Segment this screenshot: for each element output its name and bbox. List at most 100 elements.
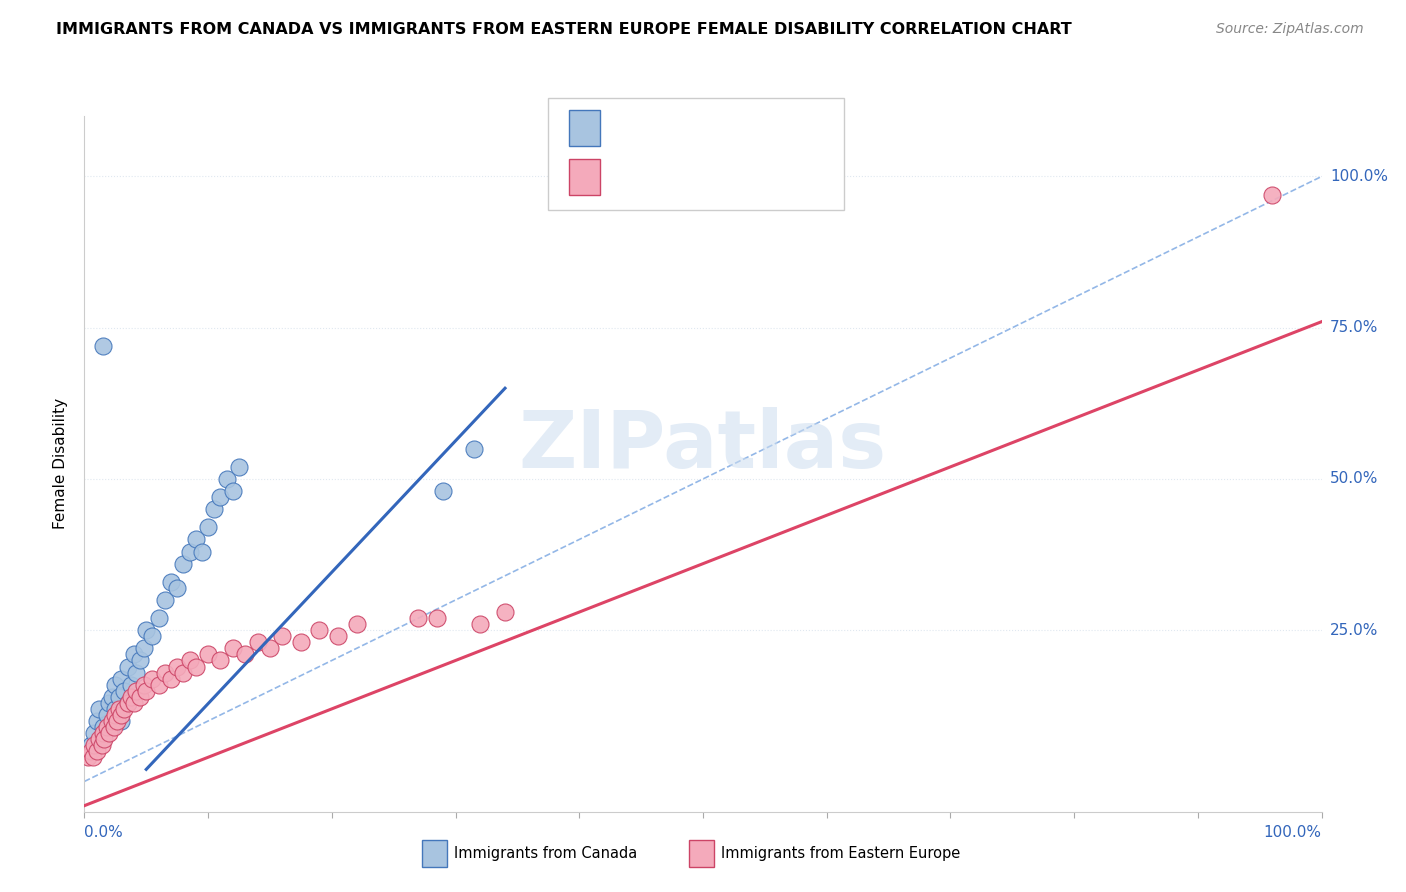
Point bbox=[83, 726, 105, 740]
Text: 100.0%: 100.0% bbox=[1264, 825, 1322, 839]
Point bbox=[148, 678, 170, 692]
Point bbox=[89, 732, 111, 747]
Point bbox=[105, 714, 128, 728]
Text: 25.0%: 25.0% bbox=[1330, 623, 1378, 638]
Point bbox=[91, 726, 114, 740]
Point bbox=[100, 714, 122, 728]
Point bbox=[112, 683, 135, 698]
Point bbox=[153, 665, 176, 680]
Point bbox=[112, 702, 135, 716]
Point bbox=[129, 653, 152, 667]
Point bbox=[209, 653, 232, 667]
Point bbox=[110, 714, 132, 728]
Point bbox=[104, 678, 127, 692]
Point bbox=[98, 696, 121, 710]
Point bbox=[222, 641, 245, 656]
Point bbox=[120, 678, 142, 692]
Point bbox=[91, 339, 114, 353]
Point bbox=[290, 635, 312, 649]
Y-axis label: Female Disability: Female Disability bbox=[52, 398, 67, 530]
Point bbox=[86, 744, 108, 758]
Point bbox=[209, 490, 232, 504]
Point bbox=[108, 690, 131, 704]
Point bbox=[202, 502, 225, 516]
Point bbox=[215, 472, 238, 486]
Text: Immigrants from Eastern Europe: Immigrants from Eastern Europe bbox=[721, 847, 960, 861]
Text: R = 0.765   N = 49: R = 0.765 N = 49 bbox=[609, 168, 779, 186]
Point bbox=[93, 732, 115, 747]
Point bbox=[470, 617, 492, 632]
Point bbox=[197, 648, 219, 662]
Point bbox=[184, 659, 207, 673]
Point bbox=[100, 720, 122, 734]
Point bbox=[110, 672, 132, 686]
Point bbox=[135, 683, 157, 698]
Point bbox=[125, 683, 148, 698]
Point bbox=[83, 738, 105, 752]
Point bbox=[82, 750, 104, 764]
Point bbox=[135, 624, 157, 638]
Point bbox=[222, 484, 245, 499]
Point bbox=[98, 726, 121, 740]
Text: 0.0%: 0.0% bbox=[84, 825, 124, 839]
Point bbox=[166, 659, 188, 673]
Point bbox=[172, 557, 194, 571]
Point bbox=[346, 617, 368, 632]
Point bbox=[197, 520, 219, 534]
Point bbox=[132, 641, 155, 656]
Point bbox=[77, 750, 100, 764]
Point bbox=[79, 738, 101, 752]
Point bbox=[153, 593, 176, 607]
Point bbox=[160, 574, 183, 589]
Point bbox=[432, 484, 454, 499]
Point bbox=[86, 714, 108, 728]
Point bbox=[89, 702, 111, 716]
Point bbox=[132, 678, 155, 692]
Text: IMMIGRANTS FROM CANADA VS IMMIGRANTS FROM EASTERN EUROPE FEMALE DISABILITY CORRE: IMMIGRANTS FROM CANADA VS IMMIGRANTS FRO… bbox=[56, 22, 1071, 37]
Text: Source: ZipAtlas.com: Source: ZipAtlas.com bbox=[1216, 22, 1364, 37]
Point bbox=[141, 672, 163, 686]
Point bbox=[160, 672, 183, 686]
Point bbox=[103, 720, 125, 734]
Point bbox=[117, 659, 139, 673]
Point bbox=[179, 544, 201, 558]
Point bbox=[166, 581, 188, 595]
Point bbox=[326, 629, 349, 643]
Point bbox=[108, 702, 131, 716]
Point bbox=[308, 624, 330, 638]
Point bbox=[246, 635, 269, 649]
Point bbox=[141, 629, 163, 643]
Text: ZIPatlas: ZIPatlas bbox=[519, 407, 887, 485]
Point bbox=[79, 744, 101, 758]
Point bbox=[179, 653, 201, 667]
Point bbox=[104, 707, 127, 722]
Point bbox=[104, 702, 127, 716]
Point bbox=[122, 696, 145, 710]
Point bbox=[271, 629, 294, 643]
Text: R = 0.661   N = 42: R = 0.661 N = 42 bbox=[609, 119, 779, 136]
Point bbox=[91, 732, 114, 747]
Point bbox=[259, 641, 281, 656]
Text: 75.0%: 75.0% bbox=[1330, 320, 1378, 335]
Point bbox=[129, 690, 152, 704]
Point bbox=[463, 442, 485, 456]
Point bbox=[120, 690, 142, 704]
Point bbox=[96, 707, 118, 722]
Point bbox=[117, 696, 139, 710]
Point bbox=[90, 738, 112, 752]
Point bbox=[426, 611, 449, 625]
Point bbox=[408, 611, 430, 625]
Point bbox=[148, 611, 170, 625]
Point bbox=[96, 720, 118, 734]
Text: 50.0%: 50.0% bbox=[1330, 472, 1378, 486]
Point bbox=[494, 605, 516, 619]
Point bbox=[122, 648, 145, 662]
Point bbox=[233, 648, 256, 662]
Point bbox=[91, 720, 114, 734]
Point bbox=[184, 533, 207, 547]
Point bbox=[228, 459, 250, 474]
Point bbox=[1261, 187, 1284, 202]
Point bbox=[172, 665, 194, 680]
Point bbox=[100, 690, 122, 704]
Point bbox=[191, 544, 214, 558]
